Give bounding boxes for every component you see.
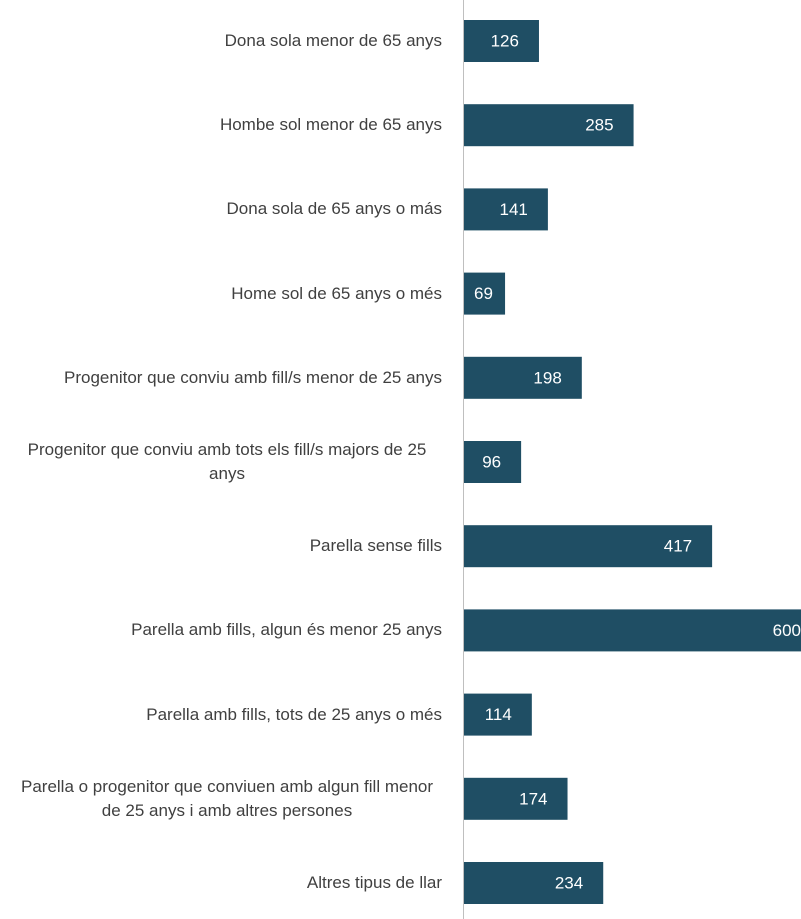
category-label: Parella sense fills	[309, 536, 442, 556]
value-label: 417	[664, 537, 692, 556]
category-label: Parella amb fills, algun és menor 25 any…	[131, 620, 442, 640]
category-label: Hombe sol menor de 65 anys	[219, 115, 442, 135]
bar	[464, 862, 604, 904]
bar	[464, 188, 548, 231]
category-label: Dona sola de 65 anys o más	[226, 199, 442, 219]
value-label: 69	[474, 284, 493, 303]
bar	[464, 777, 568, 820]
value-label: 600	[773, 621, 801, 640]
bar	[464, 356, 582, 399]
value-label: 96	[482, 452, 501, 471]
value-label: 234	[555, 873, 583, 892]
value-label: 141	[500, 200, 528, 219]
bar	[464, 525, 713, 568]
bar	[464, 693, 532, 736]
value-label: 114	[485, 705, 512, 724]
value-label: 198	[533, 368, 561, 387]
category-label: Altres tipus de llar	[306, 873, 442, 892]
bar	[464, 441, 522, 483]
value-label: 126	[491, 31, 519, 50]
value-label: 285	[585, 116, 613, 135]
bar	[464, 20, 539, 62]
value-label: 174	[519, 789, 547, 808]
bar	[464, 609, 801, 652]
category-label: Dona sola menor de 65 anys	[224, 31, 442, 50]
bar	[464, 104, 634, 147]
bar	[464, 272, 506, 315]
category-label: Home sol de 65 anys o més	[231, 283, 442, 303]
category-label: Progenitor que conviu amb tots els fill/…	[27, 440, 427, 483]
category-label: Parella o progenitor que conviuen amb al…	[20, 776, 434, 820]
category-label: Parella amb fills, tots de 25 anys o més	[146, 704, 442, 724]
category-label: Progenitor que conviu amb fill/s menor d…	[64, 367, 442, 387]
